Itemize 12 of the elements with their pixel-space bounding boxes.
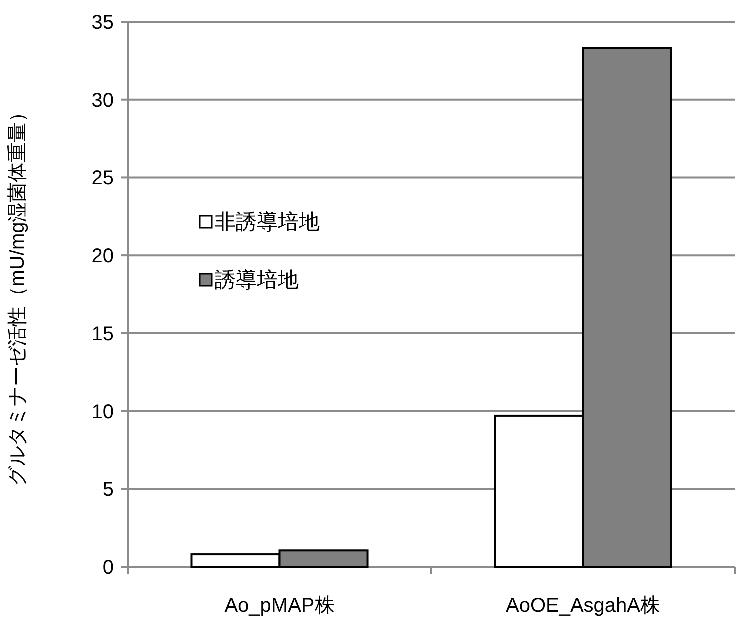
y-tick-label: 10	[92, 401, 114, 424]
y-tick-label: 30	[92, 90, 114, 112]
x-tick-label: AoOE_AsgahA株	[506, 595, 661, 617]
y-tick-label: 25	[92, 168, 114, 190]
y-axis-title: グルタミナーゼ活性（mU/mg湿菌体重量）	[7, 102, 29, 487]
y-tick-label: 5	[102, 479, 114, 502]
legend-label: 誘導培地	[215, 269, 299, 292]
y-tick-label: 0	[102, 557, 114, 579]
x-tick-label: Ao_pMAP株	[224, 595, 335, 617]
y-tick-label: 20	[92, 246, 114, 268]
y-tick-label: 15	[92, 323, 114, 346]
y-tick-label: 35	[92, 12, 114, 34]
